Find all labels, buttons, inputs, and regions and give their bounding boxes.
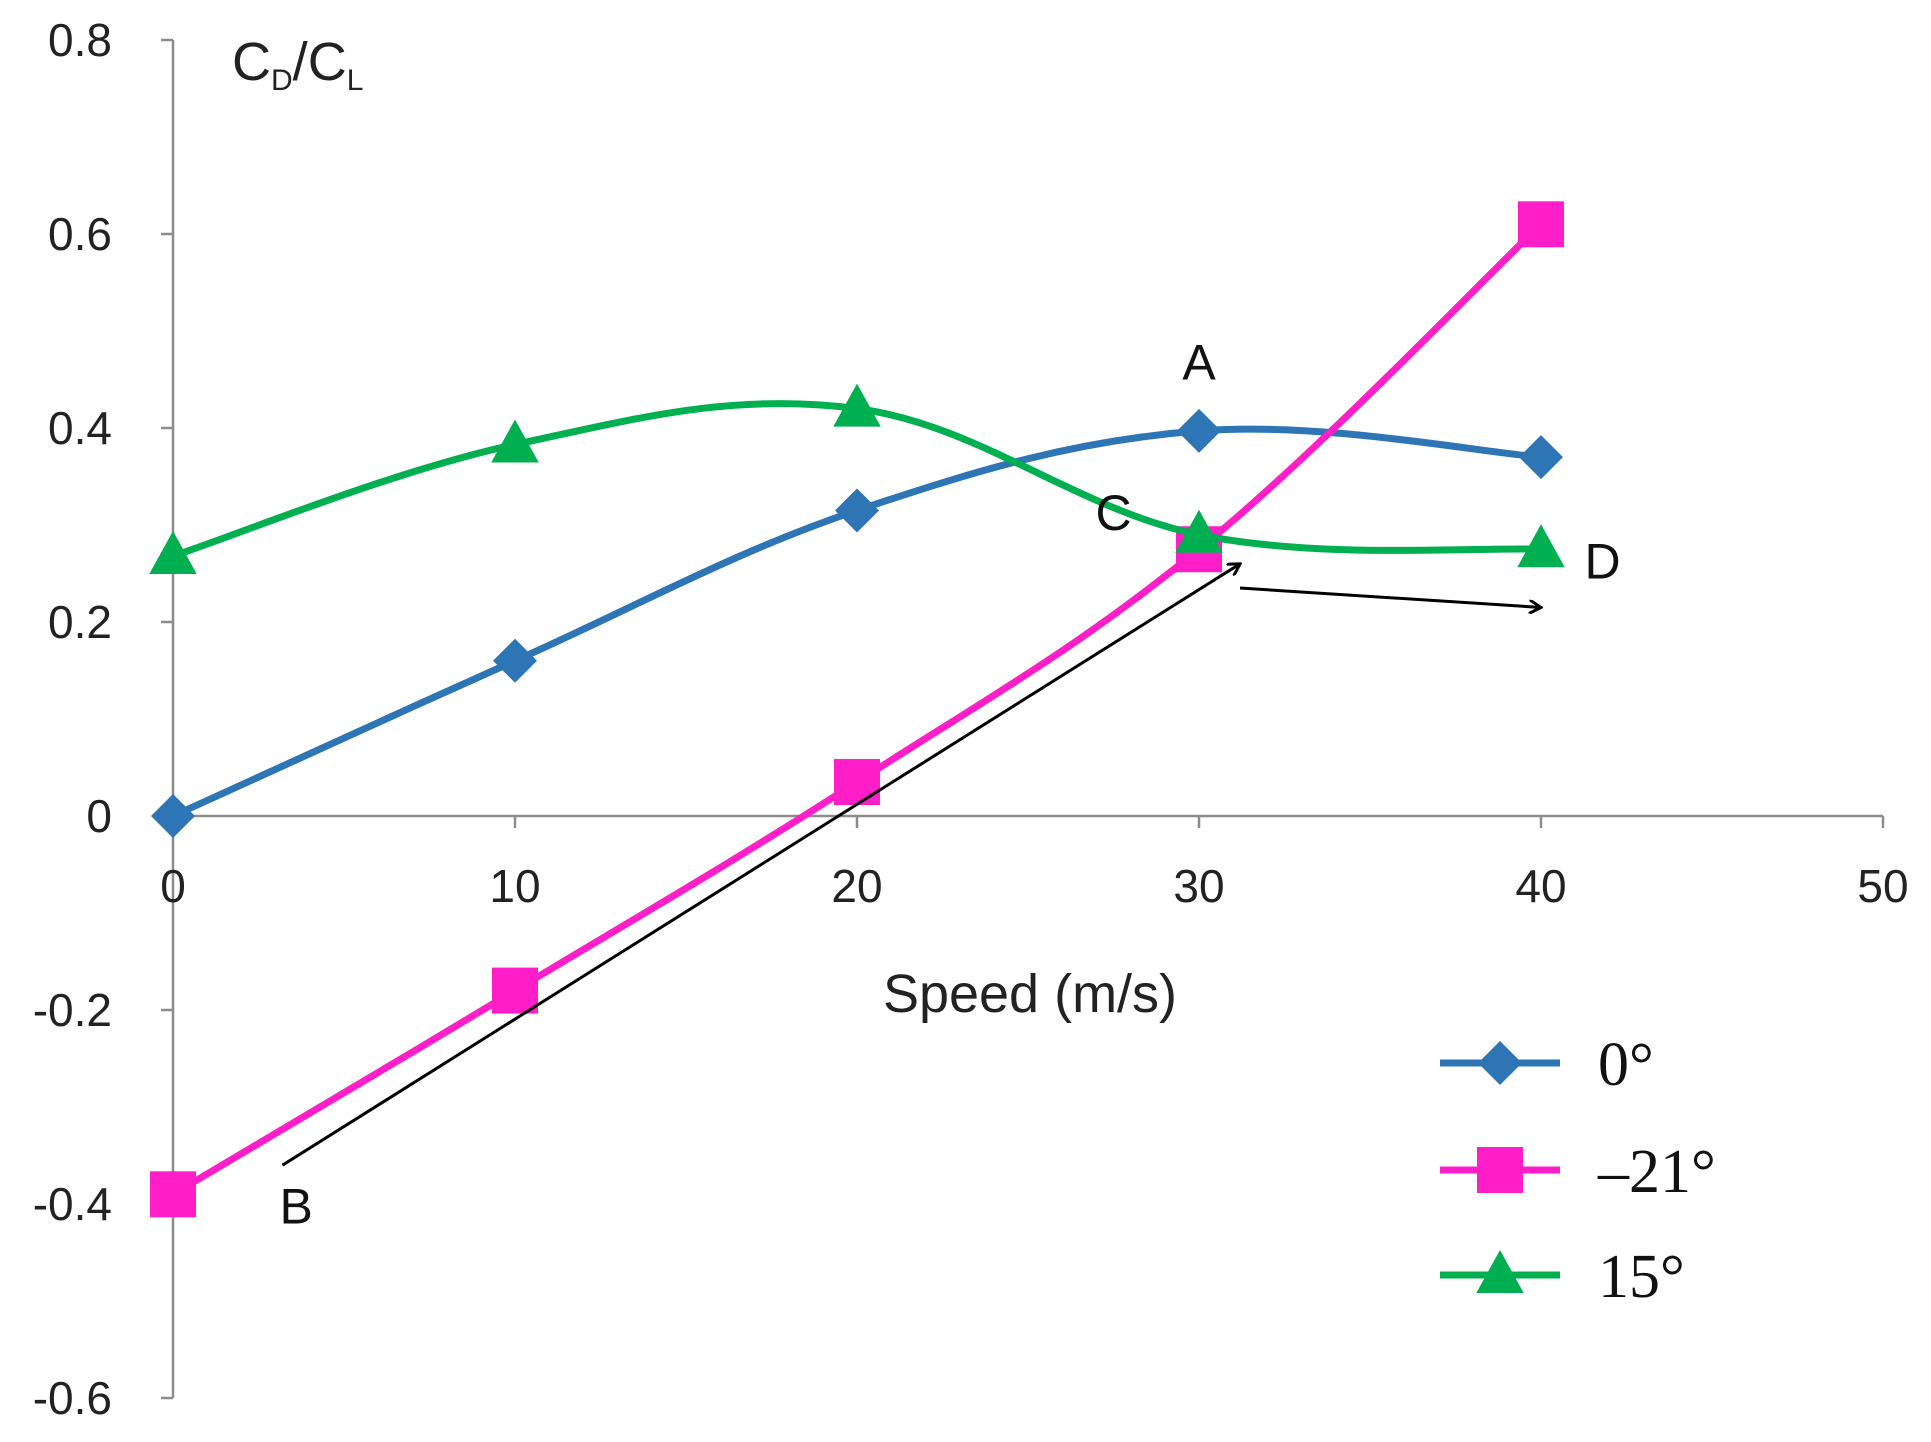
legend: 0° –21° 15° [1440, 1031, 1716, 1311]
data-point [833, 383, 881, 427]
y-tick-label: -0.4 [33, 1178, 112, 1230]
data-point [493, 638, 537, 683]
annotation-labels: A B C D [279, 335, 1620, 1235]
y-tick-label: 0 [86, 790, 112, 842]
y-axis-title-slash: / [293, 32, 308, 92]
x-tick-label: 20 [831, 860, 882, 912]
y-axis-title-c1: C [232, 32, 271, 92]
annotation-arrow [281, 564, 1240, 1167]
annotation-label-a: A [1182, 335, 1216, 391]
data-point [1519, 435, 1563, 480]
legend-label: 0° [1598, 1031, 1654, 1099]
series-square [150, 201, 1564, 1218]
annotation-arrows [281, 564, 1541, 1167]
x-tick-label: 30 [1173, 860, 1224, 912]
y-tick-label: -0.2 [33, 984, 112, 1036]
legend-label: –21° [1597, 1138, 1716, 1206]
y-axis-title: CD/CL [232, 32, 363, 97]
series-line [171, 221, 1544, 1198]
data-point [835, 488, 879, 533]
y-tick-label: 0.6 [48, 208, 112, 260]
series-diamond [151, 408, 1563, 838]
x-axis-title: Speed (m/s) [883, 964, 1177, 1024]
data-point [491, 419, 539, 463]
series-layer [149, 201, 1565, 1218]
series-line [171, 425, 1542, 820]
annotation-label-d: D [1585, 533, 1621, 589]
annotation-label-c: C [1095, 485, 1131, 541]
data-point [1517, 524, 1565, 568]
data-point [149, 531, 197, 575]
legend-item: –21° [1440, 1138, 1716, 1206]
y-tick-label: 0.8 [48, 14, 112, 66]
data-point [151, 794, 195, 838]
legend-marker-square [1477, 1147, 1523, 1193]
y-tick-label: -0.6 [33, 1372, 112, 1424]
x-tick-label: 40 [1515, 860, 1566, 912]
x-tick-label: 50 [1857, 860, 1908, 912]
data-point [834, 759, 880, 806]
annotation-arrow [1239, 586, 1541, 607]
y-axis-title-c2: C [308, 32, 347, 92]
data-point [150, 1171, 196, 1218]
legend-marker-triangle [1476, 1250, 1524, 1293]
y-tick-label: 0.2 [48, 596, 112, 648]
data-point [1175, 509, 1223, 553]
x-tick-labels: 0 10 20 30 40 50 [160, 860, 1908, 912]
data-point [1177, 408, 1221, 453]
legend-item: 0° [1440, 1031, 1654, 1099]
y-tick-labels: 0.8 0.6 0.4 0.2 0 -0.2 -0.4 -0.6 [33, 14, 112, 1424]
x-tick-label: 0 [160, 860, 186, 912]
x-tick-label: 10 [489, 860, 540, 912]
legend-item: 15° [1440, 1243, 1685, 1311]
y-axis-title-sub-l: L [347, 64, 364, 97]
series-triangle [149, 383, 1565, 575]
legend-marker-diamond [1478, 1041, 1522, 1085]
y-axis-title-sub-d: D [271, 64, 293, 97]
y-tick-label: 0.4 [48, 402, 112, 454]
data-point [1518, 201, 1564, 248]
annotation-label-b: B [279, 1178, 312, 1234]
data-point [492, 967, 538, 1014]
legend-label: 15° [1598, 1243, 1685, 1311]
